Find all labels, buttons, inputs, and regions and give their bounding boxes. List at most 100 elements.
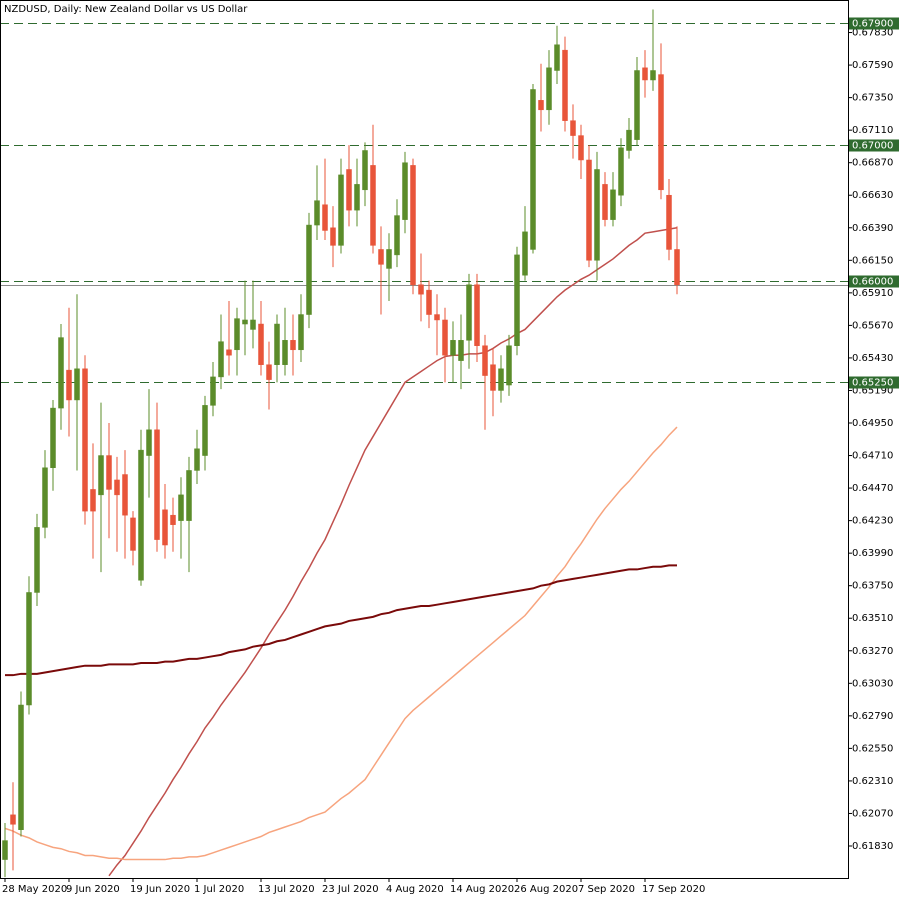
chart-title: NZDUSD, Daily: New Zealand Dollar vs US … <box>4 4 248 15</box>
candle-body <box>106 455 112 490</box>
candle-body <box>426 289 432 315</box>
level-label-bg <box>849 139 899 152</box>
x-tick-label: 4 Aug 2020 <box>386 884 444 895</box>
candle-body <box>138 449 144 581</box>
candle-body <box>338 174 344 246</box>
candle-body <box>298 314 304 351</box>
candle-body <box>26 592 32 706</box>
moving-average <box>5 564 677 677</box>
y-tick-label: 0.65190 <box>852 385 893 396</box>
level-label: 0.67000 <box>852 141 893 152</box>
level-label-bg <box>849 376 899 389</box>
candle-body <box>210 376 216 406</box>
candle-body <box>362 150 368 191</box>
moving-average <box>4 426 678 861</box>
candle-body <box>642 67 648 81</box>
candle-body <box>242 319 248 325</box>
candle-body <box>274 323 280 365</box>
candle-body <box>114 479 120 496</box>
candle-body <box>474 284 480 346</box>
candle-body <box>490 364 496 391</box>
candle-body <box>122 474 128 516</box>
candle-body <box>2 840 8 860</box>
y-tick-label: 0.64710 <box>852 451 893 462</box>
candle-body <box>42 467 48 528</box>
candle-body <box>18 704 24 830</box>
y-tick-label: 0.61830 <box>852 841 893 852</box>
y-tick-label: 0.62550 <box>852 743 893 754</box>
candle-body <box>218 341 224 378</box>
candle-body <box>82 368 88 512</box>
candle-body <box>130 517 136 551</box>
plot-area <box>0 9 848 878</box>
candle-body <box>634 70 640 140</box>
y-tick-label: 0.66870 <box>852 158 893 169</box>
y-tick-label: 0.66630 <box>852 190 893 201</box>
y-tick-label: 0.65670 <box>852 320 893 331</box>
candle-body <box>258 323 264 365</box>
level-label-bg <box>849 275 899 288</box>
candle-body <box>618 147 624 196</box>
x-tick-label: 7 Sep 2020 <box>578 884 635 895</box>
candle-body <box>66 369 72 401</box>
candle-body <box>434 314 440 321</box>
y-tick-label: 0.64470 <box>852 483 893 494</box>
candle-body <box>282 340 288 365</box>
y-tick-label: 0.63030 <box>852 678 893 689</box>
x-tick-label: 13 Jul 2020 <box>258 884 315 895</box>
candle-body <box>378 249 384 265</box>
y-tick-label: 0.67590 <box>852 60 893 71</box>
candle-body <box>290 340 296 351</box>
candle-body <box>594 169 600 261</box>
y-tick-label: 0.63510 <box>852 613 893 624</box>
candle-body <box>538 100 544 111</box>
candle-body <box>194 448 200 471</box>
x-tick-label: 9 Jun 2020 <box>66 884 120 895</box>
candle-body <box>266 364 272 380</box>
candle-body <box>34 527 40 593</box>
candle-body <box>514 254 520 346</box>
y-tick-label: 0.66390 <box>852 223 893 234</box>
level-label: 0.65250 <box>852 378 893 389</box>
candle-body <box>418 284 424 295</box>
candle-body <box>498 368 504 391</box>
candle-body <box>314 200 320 226</box>
candle-body <box>626 129 632 151</box>
candle-body <box>74 368 80 401</box>
y-tick-label: 0.66150 <box>852 255 893 266</box>
x-tick-label: 14 Aug 2020 <box>450 884 514 895</box>
y-tick-label: 0.62070 <box>852 808 893 819</box>
y-tick-label: 0.63270 <box>852 646 893 657</box>
y-tick-label: 0.64950 <box>852 418 893 429</box>
candle-body <box>306 224 312 315</box>
candle-body <box>186 470 192 521</box>
x-tick-label: 26 Aug 2020 <box>514 884 578 895</box>
candle-body <box>354 184 360 211</box>
y-tick-label: 0.67350 <box>852 93 893 104</box>
y-tick-label: 0.63990 <box>852 548 893 559</box>
candle-body <box>146 429 152 456</box>
y-tick-label: 0.67830 <box>852 28 893 39</box>
candle-body <box>178 494 184 521</box>
y-tick-label: 0.62790 <box>852 711 893 722</box>
candle-body <box>546 67 552 111</box>
candle-body <box>530 89 536 250</box>
candle-body <box>506 345 512 386</box>
candle-body <box>50 407 56 468</box>
candle-body <box>234 318 240 351</box>
candle-body <box>458 340 464 361</box>
candle-body <box>394 215 400 256</box>
level-label: 0.67900 <box>852 19 893 30</box>
candle-body <box>402 162 408 220</box>
candle-body <box>322 204 328 231</box>
candle-body <box>602 184 608 220</box>
candle-body <box>370 165 376 246</box>
y-tick-label: 0.63750 <box>852 581 893 592</box>
candle-body <box>482 345 488 376</box>
level-label: 0.66000 <box>852 277 893 288</box>
candle-body <box>162 509 168 546</box>
x-tick-label: 17 Sep 2020 <box>642 884 705 895</box>
candle-body <box>450 340 456 356</box>
candle-body <box>202 405 208 456</box>
y-tick-label: 0.67110 <box>852 125 893 136</box>
